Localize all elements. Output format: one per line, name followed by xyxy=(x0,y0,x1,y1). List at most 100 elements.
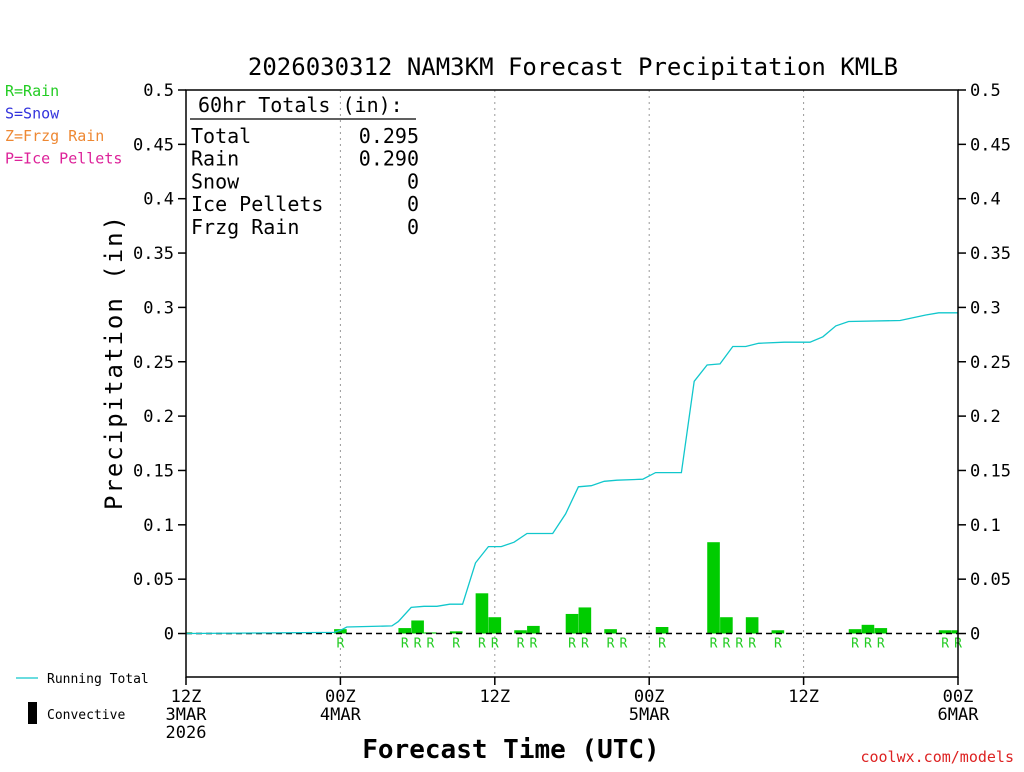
y-tick-label-right: 0.05 xyxy=(970,570,1011,590)
totals-row-value: 0 xyxy=(407,169,419,193)
ptype-marker: R xyxy=(722,637,730,652)
x-tick-label: 00Z xyxy=(325,687,356,707)
precip-type-legend-item: Z=Frzg Rain xyxy=(5,127,104,145)
series-legend-label: Convective xyxy=(47,708,125,723)
x-axis-label: Forecast Time (UTC) xyxy=(362,735,659,765)
plot-frame xyxy=(185,89,959,678)
y-tick-label-left: 0.15 xyxy=(133,461,174,481)
y-tick-label-left: 0.3 xyxy=(143,298,174,318)
totals-row-value: 0.290 xyxy=(359,147,419,171)
running-total-line xyxy=(185,312,958,635)
rain-bar xyxy=(565,613,579,634)
ptype-marker: R xyxy=(427,637,435,652)
rain-bar xyxy=(938,630,952,634)
rain-bar xyxy=(707,542,720,634)
ptype-marker: R xyxy=(529,637,537,652)
y-tick-label-left: 0.4 xyxy=(143,190,174,210)
ptype-marker: R xyxy=(620,637,628,652)
ptype-marker: R xyxy=(748,637,756,652)
series-legend-label: Running Total xyxy=(47,672,149,687)
x-tick-label: 5MAR xyxy=(629,705,671,725)
x-tick-label: 12Z xyxy=(171,687,202,707)
x-tick-label: 2026 xyxy=(166,723,207,743)
grid-lines xyxy=(339,90,805,677)
rain-bar xyxy=(655,626,669,634)
ptype-marker: R xyxy=(735,637,743,652)
rain-bar xyxy=(488,617,502,634)
totals-box: 60hr Totals (in): Total 0.295 Rain 0.290 Sno… xyxy=(190,93,419,239)
x-tick-label: 4MAR xyxy=(320,705,362,725)
rain-bar xyxy=(771,630,785,634)
y-tick-label-right: 0.15 xyxy=(970,461,1011,481)
y-tick-label-right: 0.5 xyxy=(970,81,1001,101)
rain-bar xyxy=(475,593,489,634)
x-tick-label: 6MAR xyxy=(938,705,980,725)
totals-row-value: 0 xyxy=(407,192,419,216)
x-tick-label: 12Z xyxy=(479,687,510,707)
y-tick-label-right: 0 xyxy=(970,625,980,645)
totals-row-label: Snow xyxy=(191,169,240,193)
ptype-marker: R xyxy=(851,637,859,652)
rain-bar xyxy=(951,630,958,634)
y-tick-label-left: 0.45 xyxy=(133,135,174,155)
convective-legend-swatch xyxy=(28,702,37,724)
ptype-marker: R xyxy=(401,637,409,652)
ptype-marker: R xyxy=(568,637,576,652)
y-axis-left: 0 0.05 0.1 0.15 0.2 0.25 0.3 0.35 0.4 0.45 0.5 xyxy=(133,81,186,645)
rain-bar xyxy=(720,617,733,634)
ptype-marker: R xyxy=(864,637,872,652)
x-tick-label: 00Z xyxy=(634,687,665,707)
ptype-marker: R xyxy=(452,637,460,652)
precip-type-legend: R=Rain S=Snow Z=Frzg Rain P=Ice Pellets xyxy=(5,82,122,168)
totals-row-value: 0.295 xyxy=(359,124,419,148)
ptype-marker: R xyxy=(710,637,718,652)
y-tick-label-right: 0.45 xyxy=(970,135,1011,155)
totals-row-value: 0 xyxy=(407,215,419,239)
y-tick-label-right: 0.1 xyxy=(970,516,1001,536)
ptype-marker: R xyxy=(336,637,344,652)
totals-header: 60hr Totals (in): xyxy=(198,93,403,117)
rain-bar xyxy=(527,625,540,634)
ptype-marker: R xyxy=(941,637,949,652)
chart-title: 2026030312 NAM3KM Forecast Precipitation… xyxy=(248,53,898,81)
rain-bar xyxy=(861,624,875,634)
y-tick-label-right: 0.25 xyxy=(970,353,1011,373)
bar-series xyxy=(186,542,958,634)
x-tick-label: 00Z xyxy=(943,687,974,707)
totals-row-label: Total xyxy=(191,124,251,148)
ptype-marker: R xyxy=(581,637,589,652)
rain-bar xyxy=(604,629,617,634)
totals-rows: Total 0.295 Rain 0.290 Snow 0 Ice Pellets 0 Frzg… xyxy=(191,124,419,239)
rain-bar xyxy=(578,607,592,634)
rain-bar xyxy=(874,628,888,634)
y-axis-label: Precipitation (in) xyxy=(100,214,128,510)
rain-bar xyxy=(514,630,527,634)
y-tick-label-left: 0.1 xyxy=(143,516,174,536)
rain-bar xyxy=(848,629,862,634)
rain-bar xyxy=(398,628,412,634)
rain-bar xyxy=(745,617,759,634)
precip-type-legend-item: R=Rain xyxy=(5,82,59,100)
precip-type-legend-item: P=Ice Pellets xyxy=(5,150,122,168)
series-legend: Running Total Convective xyxy=(16,672,149,724)
precip-type-legend-item: S=Snow xyxy=(5,105,60,123)
y-tick-label-left: 0.25 xyxy=(133,353,174,373)
y-tick-label-left: 0.5 xyxy=(143,81,174,101)
credit-text: coolwx.com/models xyxy=(860,748,1014,766)
ptype-marker: R xyxy=(607,637,615,652)
y-tick-label-left: 0.2 xyxy=(143,407,174,427)
y-tick-label-right: 0.3 xyxy=(970,298,1001,318)
totals-row-label: Rain xyxy=(191,147,239,171)
y-tick-label-right: 0.35 xyxy=(970,244,1011,264)
y-axis-right: 0 0.05 0.1 0.15 0.2 0.25 0.3 0.35 0.4 0.45 0.5 xyxy=(958,81,1011,645)
totals-row-label: Frzg Rain xyxy=(191,215,299,239)
rain-bar xyxy=(411,620,424,634)
rain-bar xyxy=(334,629,347,634)
ptype-marker: R xyxy=(478,637,486,652)
y-tick-label-left: 0.35 xyxy=(133,244,174,264)
y-tick-label-left: 0.05 xyxy=(133,570,174,590)
ptype-marker: R xyxy=(774,637,782,652)
